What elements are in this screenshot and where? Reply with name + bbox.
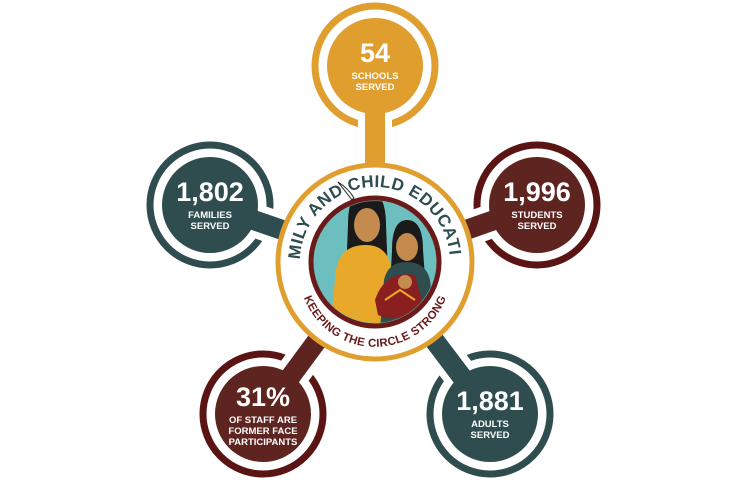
stat-value: 1,881 xyxy=(456,386,524,416)
stat-label: SERVED xyxy=(471,430,510,441)
stat-ring xyxy=(426,350,554,478)
stat-ring xyxy=(199,350,327,478)
stat-label: SERVED xyxy=(518,221,557,232)
stat-circle xyxy=(215,366,311,462)
stat-circle xyxy=(489,157,585,253)
stat-value: 31% xyxy=(236,382,290,412)
stat-circle xyxy=(442,366,538,462)
stat-label: SCHOOLS xyxy=(352,71,399,82)
stat-label: SERVED xyxy=(356,82,395,93)
stat-label: FORMER FACE xyxy=(228,426,297,437)
stat-ring xyxy=(146,141,274,269)
stat-label: ADULTS xyxy=(471,419,509,430)
stat-label: SERVED xyxy=(191,221,230,232)
stat-circle xyxy=(162,157,258,253)
logo-figures-illustration xyxy=(330,181,436,323)
stat-value: 1,996 xyxy=(503,177,571,207)
stat-ring xyxy=(473,141,601,269)
stat-label: FAMILIES xyxy=(188,210,232,221)
stat-value: 54 xyxy=(360,38,390,68)
stat-label: STUDENTS xyxy=(511,210,562,221)
stat-circle xyxy=(327,18,423,114)
stat-label: OF STAFF ARE xyxy=(229,415,297,426)
stat-label: PARTICIPANTS xyxy=(229,437,298,448)
stat-value: 1,802 xyxy=(176,177,244,207)
